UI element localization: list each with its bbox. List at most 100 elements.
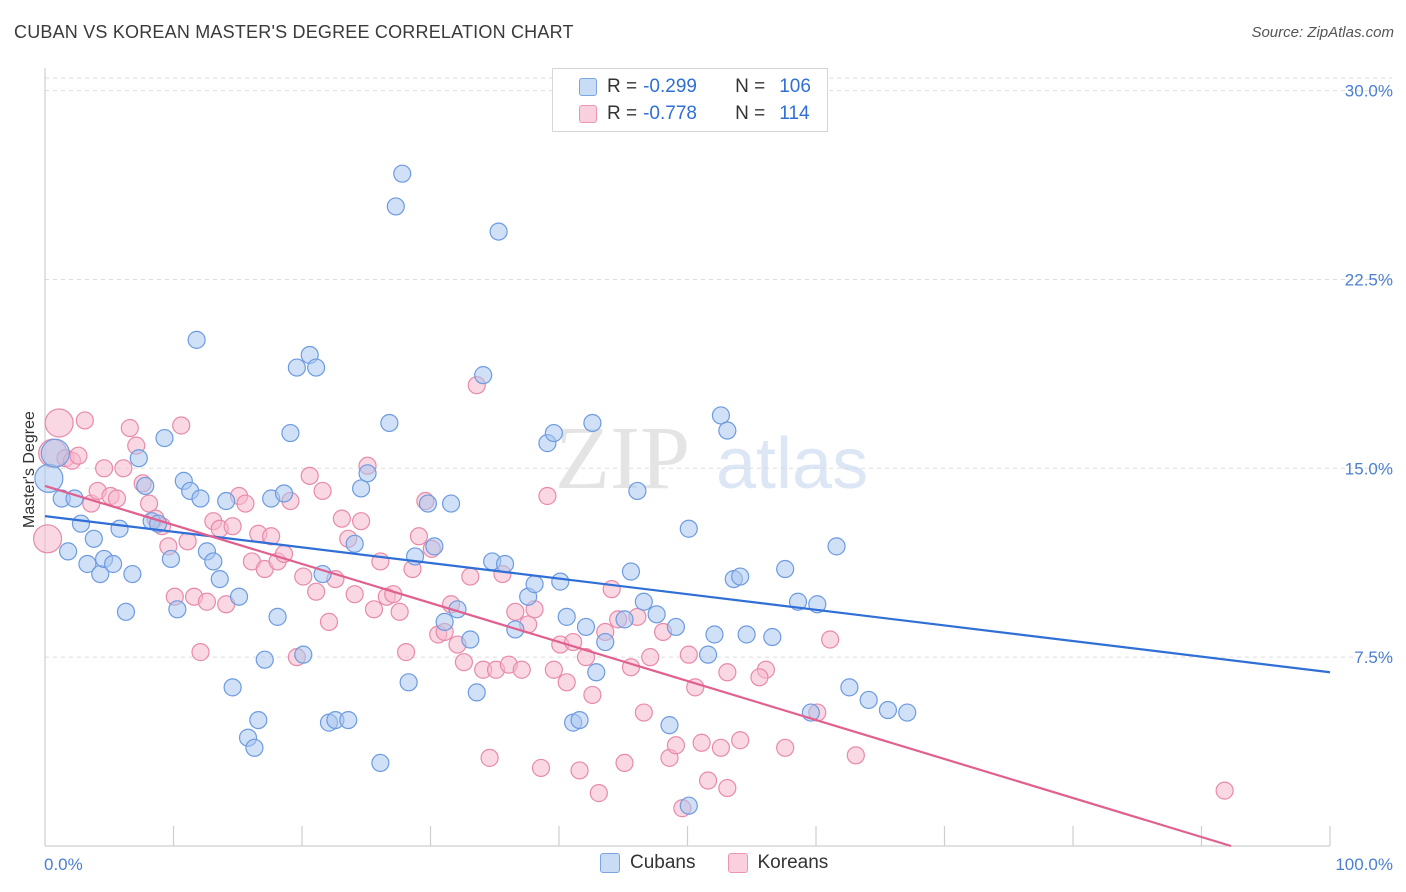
koreans-point (262, 527, 281, 546)
gridlines (45, 77, 1392, 658)
cubans-point (666, 617, 686, 637)
koreans-point (576, 648, 596, 667)
koreans-point (172, 416, 191, 435)
cubans-point (467, 683, 486, 702)
koreans-point (223, 517, 242, 536)
cubans-point (281, 423, 300, 443)
koreans-point (75, 411, 94, 430)
cubans-point (647, 605, 666, 624)
koreans-point (139, 494, 159, 513)
koreans-point (236, 494, 255, 513)
chart-source: Source: ZipAtlas.com (1251, 24, 1394, 41)
cubans-point (621, 562, 641, 581)
cubans-point (136, 476, 155, 496)
koreans-point (480, 748, 499, 767)
legend-item-koreans: Koreans (727, 852, 828, 874)
y-tick-labels: 7.5% 15.0% 22.5% 30.0% (1345, 82, 1393, 668)
koreans-point (692, 733, 711, 752)
cubans-point (489, 222, 508, 241)
cubans-point (123, 564, 142, 584)
cubans-point (129, 449, 148, 468)
legend-item-cubans: Cubans (600, 852, 696, 874)
koreans-point (531, 758, 551, 778)
cubans-point (827, 537, 846, 556)
koreans-point (32, 524, 63, 554)
koreans-point (300, 466, 319, 485)
legend-n-value: 106 (779, 76, 811, 97)
legend-r-label: R = (607, 76, 638, 97)
cubans-point (223, 678, 242, 697)
koreans-point (821, 630, 840, 649)
x-tick-labels: 0.0% 100.0% (44, 855, 1393, 874)
trendlines (44, 484, 1331, 848)
cubans-point (587, 663, 606, 682)
koreans-point (461, 567, 480, 586)
koreans-point (718, 778, 737, 798)
cubans-point (737, 625, 756, 644)
cubans-point (763, 627, 782, 647)
cubans-point (249, 710, 268, 730)
koreans-point (564, 632, 583, 652)
koreans-point (506, 602, 525, 621)
koreans-point (313, 481, 332, 501)
koreans-swatch-icon (579, 105, 597, 123)
cubans-point (859, 690, 878, 710)
y-tick-label: 15.0% (1345, 459, 1393, 478)
koreans-point (731, 731, 750, 750)
koreans-point (718, 663, 737, 682)
cubans-point (557, 607, 576, 626)
cubans-point (104, 554, 123, 574)
correlation-legend: R = -0.299 N = 106 R = -0.778 N = 114 (552, 68, 828, 132)
y-tick-label: 22.5% (1345, 270, 1393, 289)
cubans-point (84, 529, 103, 548)
koreans-point (352, 512, 371, 531)
cubans-point (583, 413, 602, 433)
koreans-point (197, 592, 217, 611)
koreans-point (409, 527, 429, 546)
cubans-point (40, 438, 70, 468)
cubans-point (679, 519, 698, 538)
koreans-point (191, 643, 210, 662)
cubans-point (386, 197, 405, 216)
cubans-point (898, 703, 917, 722)
cubans-point (71, 514, 91, 533)
koreans-point (615, 753, 634, 773)
cubans-point (525, 575, 544, 594)
cubans-point (461, 630, 480, 649)
cubans-point (307, 358, 326, 377)
cubans-point (474, 366, 493, 385)
cubans-point (187, 330, 206, 349)
cubans-point (168, 600, 187, 619)
cubans-point (229, 587, 249, 606)
koreans-point (44, 408, 74, 438)
koreans-point (634, 703, 653, 722)
cubans-point (628, 481, 647, 501)
cubans-point (294, 645, 313, 664)
koreans-point (294, 567, 313, 586)
koreans-point (583, 685, 602, 705)
cubans-point (268, 607, 287, 626)
cubans-point (287, 358, 306, 377)
koreans-point (178, 532, 197, 551)
koreans-point (107, 489, 127, 508)
series-legend: Cubans Koreans (600, 852, 860, 874)
watermark-zip: ZIP (555, 409, 690, 508)
cubans-point (217, 491, 236, 511)
cubans-point (679, 796, 698, 815)
koreans-point (114, 459, 133, 478)
series-cubans-points (34, 164, 917, 815)
cubans-point (840, 678, 859, 697)
cubans-trendline (44, 515, 1331, 674)
cubans-legend-swatch-icon (600, 853, 620, 873)
legend-row-cubans: R = -0.299 N = 106 (553, 74, 811, 100)
legend-n-label: N = (735, 76, 766, 97)
chart-title: CUBAN VS KOREAN MASTER'S DEGREE CORRELAT… (14, 22, 574, 42)
legend-r-label: R = (607, 103, 638, 124)
cubans-point (660, 716, 679, 735)
cubans-point (576, 617, 596, 637)
koreans-point (711, 738, 731, 757)
koreans-point (319, 612, 339, 631)
cubans-point (155, 428, 174, 448)
cubans-point (705, 625, 724, 644)
